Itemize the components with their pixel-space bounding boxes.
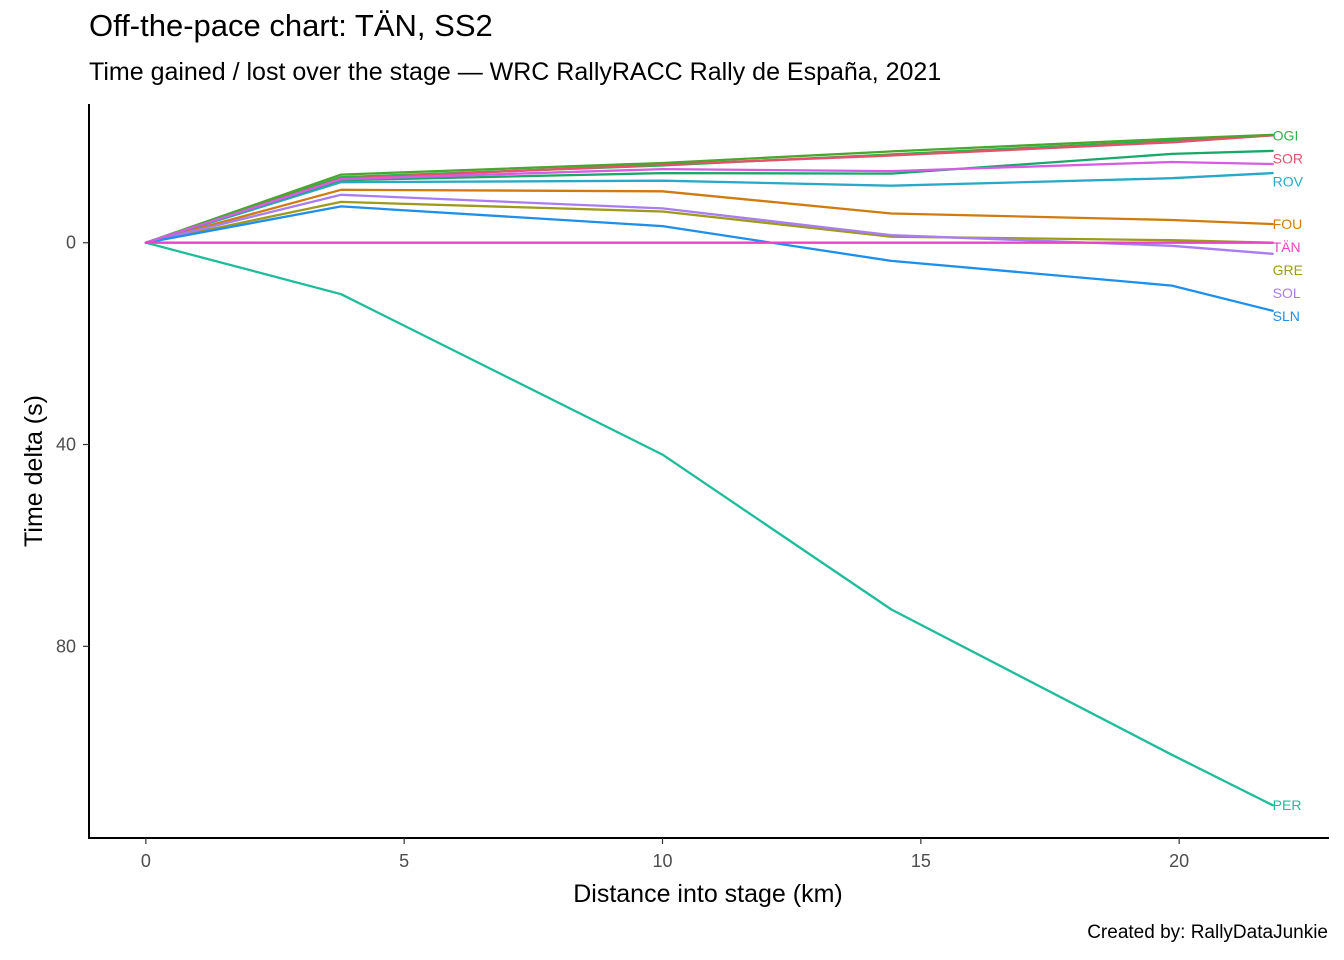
chart-title: Off-the-pace chart: TÄN, SS2: [89, 8, 493, 43]
y-tick-label: 40: [56, 435, 76, 455]
chart-series-labels: OGI SOR ROV FOU TÄN GRE SOL SLN PER: [1273, 127, 1304, 813]
chart-caption: Created by: RallyDataJunkie: [1087, 922, 1328, 943]
series-label-sor: SOR: [1273, 150, 1303, 166]
y-tick-label: 80: [56, 636, 76, 656]
series-label-ogi: OGI: [1273, 127, 1299, 143]
y-tick-label: 0: [66, 233, 76, 253]
chart-axes: 0 5 10 15 20 0 40 80 Distance into stage (km) Tim…: [20, 104, 1329, 908]
chart-series-lines: [144, 133, 1274, 807]
x-tick-label: 5: [399, 851, 409, 871]
series-line-sln: [144, 205, 1274, 312]
series-line-per: [144, 241, 1274, 807]
series-label-per: PER: [1273, 797, 1302, 813]
chart-subtitle: Time gained / lost over the stage — WRC …: [89, 58, 942, 86]
series-label-fou: FOU: [1273, 216, 1303, 232]
series-line-sol: [144, 193, 1274, 255]
x-tick-label: 0: [141, 851, 151, 871]
series-line-gre: [144, 200, 1274, 244]
x-axis-title: Distance into stage (km): [573, 880, 843, 908]
series-label-gre: GRE: [1273, 262, 1303, 278]
series-label-tän: TÄN: [1273, 239, 1301, 255]
series-label-sol: SOL: [1273, 285, 1301, 301]
series-label-rov: ROV: [1273, 173, 1304, 189]
series-line: [144, 160, 1274, 244]
series-line: [144, 133, 1274, 244]
y-axis-title: Time delta (s): [20, 395, 48, 547]
series-line-fou: [144, 188, 1274, 244]
x-tick-label: 10: [652, 851, 672, 871]
x-tick-label: 20: [1169, 851, 1189, 871]
series-line-rov: [144, 171, 1274, 244]
x-tick-label: 15: [911, 851, 931, 871]
series-label-sln: SLN: [1273, 308, 1300, 324]
